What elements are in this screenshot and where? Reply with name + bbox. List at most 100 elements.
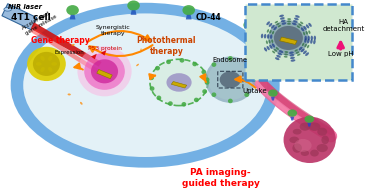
- Ellipse shape: [299, 123, 310, 131]
- Ellipse shape: [261, 34, 263, 38]
- Ellipse shape: [284, 56, 288, 58]
- Ellipse shape: [293, 20, 298, 23]
- Ellipse shape: [136, 64, 139, 66]
- Ellipse shape: [308, 36, 310, 40]
- Ellipse shape: [72, 44, 75, 46]
- Ellipse shape: [167, 73, 192, 92]
- Ellipse shape: [321, 136, 329, 144]
- Ellipse shape: [313, 40, 316, 44]
- Ellipse shape: [301, 49, 305, 52]
- Ellipse shape: [155, 66, 160, 70]
- Ellipse shape: [317, 144, 328, 152]
- Ellipse shape: [307, 39, 310, 43]
- Ellipse shape: [300, 22, 304, 24]
- Ellipse shape: [267, 29, 269, 33]
- Ellipse shape: [274, 49, 277, 52]
- Ellipse shape: [208, 59, 252, 100]
- Ellipse shape: [287, 18, 291, 20]
- Text: 4T1 cell: 4T1 cell: [11, 13, 51, 22]
- Polygon shape: [97, 70, 112, 79]
- Ellipse shape: [149, 75, 154, 80]
- Ellipse shape: [306, 31, 308, 35]
- Ellipse shape: [272, 51, 275, 53]
- Ellipse shape: [305, 115, 314, 123]
- Ellipse shape: [192, 62, 197, 66]
- Ellipse shape: [292, 22, 297, 25]
- Ellipse shape: [211, 62, 216, 67]
- Ellipse shape: [301, 27, 304, 31]
- Ellipse shape: [293, 129, 302, 135]
- Ellipse shape: [310, 150, 319, 156]
- Ellipse shape: [251, 77, 256, 82]
- Polygon shape: [271, 97, 275, 101]
- Ellipse shape: [275, 21, 278, 23]
- Ellipse shape: [91, 59, 118, 83]
- Ellipse shape: [304, 44, 307, 47]
- Text: Low pH: Low pH: [328, 50, 353, 57]
- Ellipse shape: [140, 48, 142, 52]
- Ellipse shape: [317, 128, 327, 136]
- Ellipse shape: [276, 47, 279, 50]
- Ellipse shape: [228, 56, 233, 61]
- Polygon shape: [280, 37, 297, 44]
- Polygon shape: [31, 22, 102, 67]
- Ellipse shape: [301, 150, 309, 156]
- Ellipse shape: [294, 139, 312, 152]
- Ellipse shape: [308, 30, 310, 34]
- Ellipse shape: [269, 23, 272, 27]
- Ellipse shape: [307, 45, 309, 48]
- Ellipse shape: [228, 99, 233, 103]
- Ellipse shape: [269, 30, 272, 33]
- Text: P53 protein: P53 protein: [88, 46, 121, 51]
- Polygon shape: [70, 15, 76, 19]
- Polygon shape: [2, 4, 37, 30]
- Ellipse shape: [205, 57, 255, 103]
- Ellipse shape: [309, 122, 320, 131]
- Polygon shape: [131, 10, 137, 15]
- Ellipse shape: [182, 102, 186, 107]
- FancyBboxPatch shape: [245, 4, 352, 80]
- Text: Gene therapy: Gene therapy: [30, 36, 90, 45]
- Ellipse shape: [266, 40, 268, 44]
- Ellipse shape: [268, 20, 309, 56]
- Ellipse shape: [33, 52, 60, 76]
- Ellipse shape: [267, 34, 269, 39]
- Ellipse shape: [287, 109, 297, 117]
- Ellipse shape: [271, 25, 275, 29]
- Ellipse shape: [314, 36, 316, 40]
- Ellipse shape: [308, 23, 312, 27]
- Ellipse shape: [264, 47, 267, 51]
- Ellipse shape: [294, 49, 298, 52]
- Ellipse shape: [268, 89, 278, 97]
- Ellipse shape: [284, 53, 288, 55]
- Ellipse shape: [11, 3, 280, 168]
- Text: HA
detachment: HA detachment: [323, 19, 365, 33]
- Ellipse shape: [299, 47, 302, 50]
- Polygon shape: [247, 30, 252, 34]
- Ellipse shape: [151, 60, 207, 105]
- Ellipse shape: [297, 25, 300, 28]
- Text: NIR laser: NIR laser: [8, 4, 41, 10]
- Ellipse shape: [277, 53, 282, 55]
- Text: Uptake: Uptake: [242, 88, 267, 94]
- Text: Accelerated
gene release: Accelerated gene release: [21, 9, 58, 36]
- Ellipse shape: [264, 34, 266, 39]
- Ellipse shape: [48, 56, 52, 61]
- Ellipse shape: [166, 60, 171, 64]
- Ellipse shape: [156, 96, 161, 100]
- Ellipse shape: [281, 20, 286, 22]
- Ellipse shape: [266, 46, 270, 50]
- Ellipse shape: [202, 89, 207, 94]
- Polygon shape: [290, 117, 294, 121]
- Ellipse shape: [303, 32, 305, 35]
- Ellipse shape: [274, 26, 303, 50]
- Ellipse shape: [284, 117, 336, 163]
- Polygon shape: [91, 54, 97, 59]
- Ellipse shape: [289, 137, 299, 143]
- Ellipse shape: [284, 51, 288, 53]
- Ellipse shape: [23, 13, 267, 157]
- Ellipse shape: [182, 5, 195, 15]
- Ellipse shape: [279, 50, 283, 53]
- Ellipse shape: [287, 23, 291, 25]
- Ellipse shape: [168, 101, 173, 106]
